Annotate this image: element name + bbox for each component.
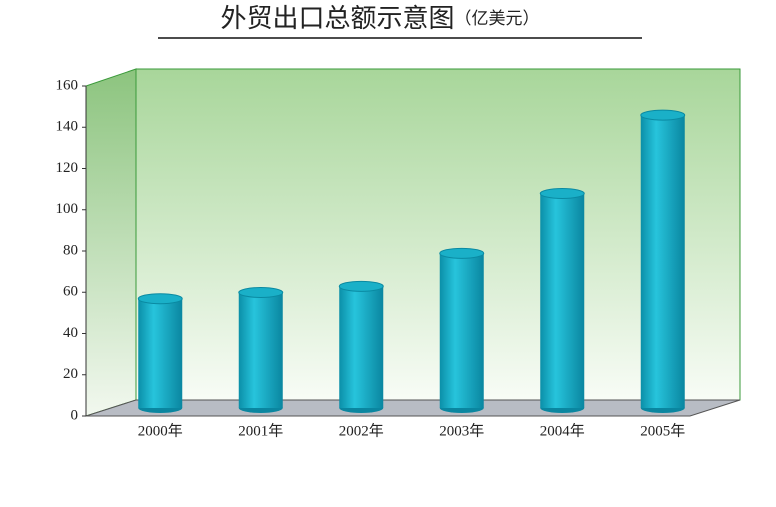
x-tick-label: 2000年 <box>138 422 183 439</box>
bar <box>439 253 484 408</box>
x-tick-label: 2003年 <box>439 422 484 439</box>
x-tick-label: 2001年 <box>238 422 283 439</box>
bar <box>339 286 384 408</box>
bar <box>238 292 283 408</box>
y-tick-label: 140 <box>56 119 79 135</box>
bar-top <box>338 280 384 292</box>
bar <box>138 298 183 408</box>
title-group: 外贸出口总额示意图（亿美元） <box>220 4 539 34</box>
bar <box>640 115 685 408</box>
bar-top <box>137 293 183 305</box>
y-tick-label: 40 <box>63 325 78 341</box>
y-tick-label: 20 <box>63 366 78 382</box>
chart-subtitle: （亿美元） <box>455 9 540 29</box>
x-tick-label: 2004年 <box>540 422 585 439</box>
bar-top <box>238 287 284 298</box>
y-tick-label: 100 <box>56 201 79 217</box>
side-wall <box>85 68 137 417</box>
bar-top <box>439 247 485 259</box>
x-tick-label: 2005年 <box>640 422 685 439</box>
bar-top <box>539 188 585 199</box>
y-tick-label: 160 <box>56 77 79 93</box>
y-tick-label: 80 <box>63 242 78 258</box>
bar <box>540 193 585 408</box>
x-tick-label: 2002年 <box>339 422 384 439</box>
y-tick-label: 60 <box>63 284 78 300</box>
y-tick-label: 0 <box>71 407 79 423</box>
y-tick-label: 120 <box>56 160 79 176</box>
bar-top <box>640 109 686 121</box>
chart-title: 外贸出口总额示意图 <box>220 4 454 34</box>
